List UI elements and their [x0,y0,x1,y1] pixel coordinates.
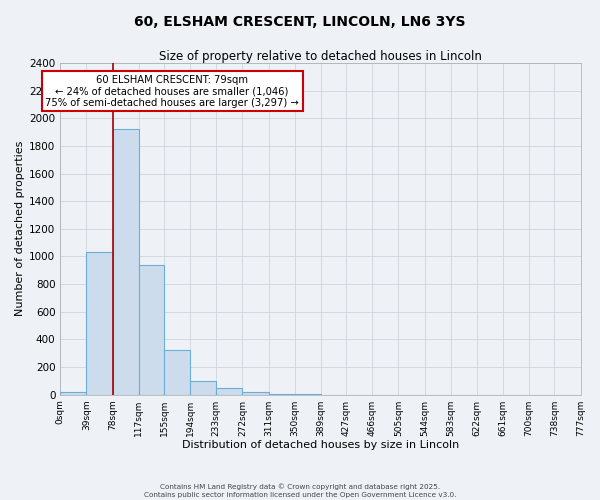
Bar [164,350,190,395]
Y-axis label: Number of detached properties: Number of detached properties [15,141,25,316]
Bar [190,381,216,394]
Bar [139,264,164,394]
Bar [216,388,242,394]
Text: Contains HM Land Registry data © Crown copyright and database right 2025.
Contai: Contains HM Land Registry data © Crown c… [144,484,456,498]
Title: Size of property relative to detached houses in Lincoln: Size of property relative to detached ho… [159,50,482,63]
Bar [60,392,86,394]
Text: 60, ELSHAM CRESCENT, LINCOLN, LN6 3YS: 60, ELSHAM CRESCENT, LINCOLN, LN6 3YS [134,15,466,29]
X-axis label: Distribution of detached houses by size in Lincoln: Distribution of detached houses by size … [182,440,459,450]
Bar [86,252,113,394]
Bar [113,130,139,394]
Bar [242,392,269,394]
Text: 60 ELSHAM CRESCENT: 79sqm
← 24% of detached houses are smaller (1,046)
75% of se: 60 ELSHAM CRESCENT: 79sqm ← 24% of detac… [45,74,299,108]
